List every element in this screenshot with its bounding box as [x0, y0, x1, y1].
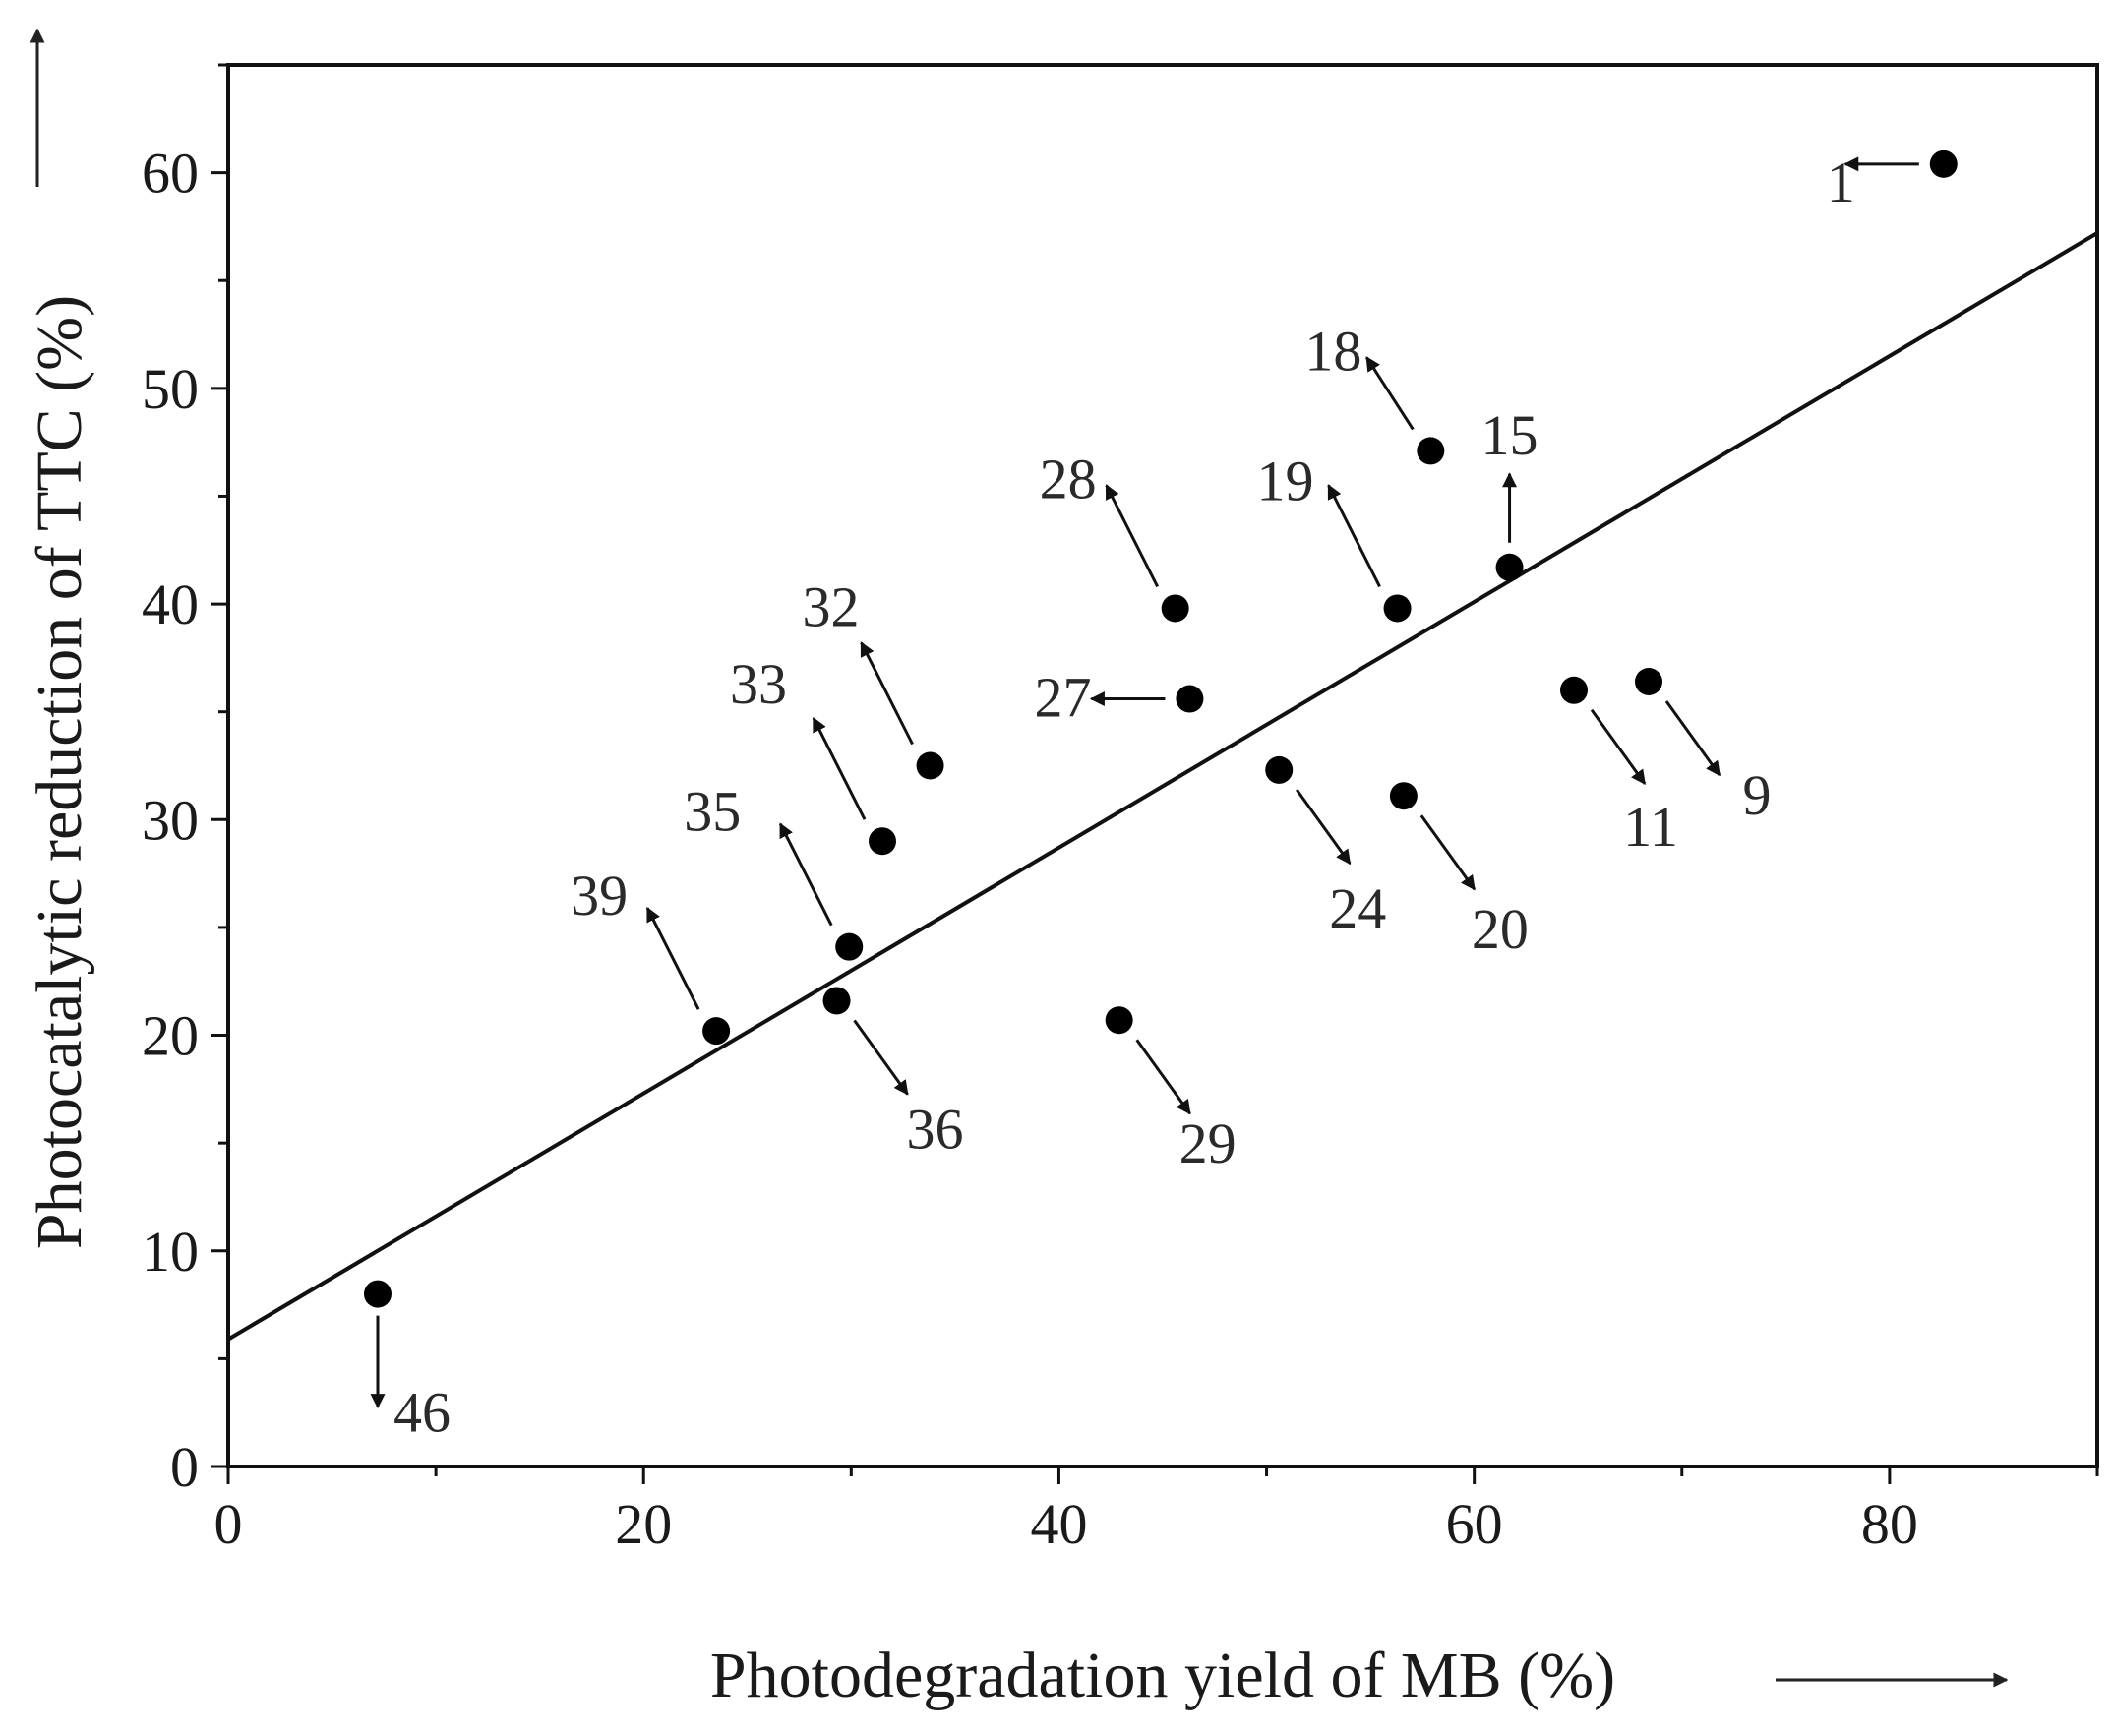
- point-label: 18: [1304, 319, 1361, 383]
- data-point: [1635, 668, 1662, 695]
- point-label: 11: [1623, 795, 1678, 859]
- point-label: 15: [1481, 403, 1539, 467]
- point-arrow: [1105, 484, 1160, 588]
- point-arrow: [853, 1019, 909, 1096]
- point-label: 35: [684, 780, 741, 844]
- point-arrow: [1664, 700, 1721, 777]
- point-arrow: [1135, 1039, 1191, 1115]
- y-tick-label: 0: [170, 1435, 199, 1499]
- point-label: 46: [393, 1381, 451, 1445]
- y-tick-label: 40: [142, 572, 199, 636]
- data-point: [1383, 594, 1412, 623]
- plot-area: [226, 63, 2099, 1468]
- y-tick-label: 50: [142, 357, 199, 421]
- y-tick-label: 60: [142, 142, 199, 206]
- point-label: 1: [1827, 150, 1855, 214]
- data-point: [1929, 150, 1958, 178]
- data-point: [364, 1280, 392, 1308]
- point-label: 36: [907, 1097, 964, 1161]
- data-point: [1389, 782, 1418, 810]
- point-label: 27: [1034, 666, 1091, 730]
- point-arrow: [1327, 484, 1381, 588]
- data-point: [1417, 437, 1445, 465]
- point-arrow: [1296, 789, 1352, 866]
- x-tick-label: 80: [1861, 1492, 1918, 1556]
- point-arrow: [1590, 708, 1647, 785]
- point-label: 20: [1472, 897, 1529, 961]
- point-arrow: [860, 641, 914, 746]
- data-point: [1495, 553, 1524, 581]
- data-point: [1105, 1006, 1133, 1035]
- data-point: [702, 1017, 731, 1046]
- data-point: [835, 932, 864, 961]
- y-axis-title: Photocatalytic reduction of TTC (%): [24, 295, 95, 1249]
- point-label: 33: [730, 652, 787, 716]
- data-point: [822, 987, 851, 1015]
- plot-border: [226, 63, 2099, 1468]
- point-label: 24: [1329, 876, 1386, 940]
- x-tick-label: 20: [615, 1492, 672, 1556]
- data-point: [916, 751, 944, 780]
- y-tick-label: 30: [142, 788, 199, 852]
- x-tick-label: 40: [1030, 1492, 1087, 1556]
- point-label: 28: [1040, 447, 1097, 510]
- data-point: [1560, 676, 1588, 704]
- x-axis-ticks: 0 20 40 60 80: [214, 1467, 2099, 1556]
- point-arrow: [778, 822, 833, 927]
- x-axis-title: Photodegradation yield of MB (%): [710, 1640, 1615, 1711]
- point-label: 9: [1743, 763, 1772, 827]
- point-label: 39: [571, 864, 628, 928]
- y-tick-label: 10: [142, 1220, 199, 1284]
- data-point: [869, 827, 896, 856]
- data-point: [1176, 685, 1204, 713]
- point-arrow: [1419, 814, 1477, 891]
- x-tick-label: 0: [214, 1492, 243, 1556]
- y-axis-ticks: 0 10 20 30 40 50 60: [142, 63, 228, 1499]
- data-point: [1265, 755, 1294, 784]
- x-tick-label: 60: [1446, 1492, 1503, 1556]
- point-label: 19: [1257, 449, 1314, 512]
- point-arrow: [812, 716, 867, 820]
- regression-line: [226, 231, 2099, 1342]
- data-point: [1161, 594, 1189, 623]
- point-arrow: [1365, 356, 1415, 431]
- point-label: 32: [803, 575, 860, 639]
- point-arrow: [645, 906, 700, 1010]
- point-label: 29: [1179, 1111, 1237, 1175]
- y-tick-label: 20: [142, 1004, 199, 1068]
